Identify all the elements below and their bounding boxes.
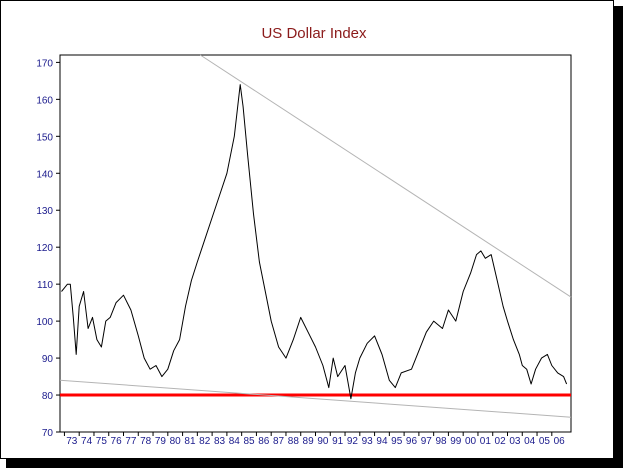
x-tick-label: 77 (125, 436, 137, 447)
x-tick-label: 74 (81, 436, 93, 447)
y-tick-label: 170 (36, 58, 53, 69)
x-tick-label: 94 (376, 436, 388, 447)
x-tick-label: 89 (303, 436, 315, 447)
x-tick-label: 01 (480, 436, 492, 447)
chart-title: US Dollar Index (261, 25, 367, 42)
x-tick-label: 88 (288, 436, 300, 447)
x-tick-label: 76 (111, 436, 123, 447)
x-tick-label: 00 (465, 436, 477, 447)
x-tick-label: 96 (406, 436, 418, 447)
trend-line (59, 379, 572, 418)
x-tick-label: 79 (155, 436, 167, 447)
x-tick-label: 78 (140, 436, 152, 447)
x-tick-label: 99 (450, 436, 462, 447)
y-tick-label: 80 (42, 391, 54, 402)
x-tick-label: 98 (435, 436, 447, 447)
y-tick-label: 70 (42, 428, 54, 439)
y-tick-label: 140 (36, 169, 53, 180)
x-tick-label: 02 (495, 436, 507, 447)
x-tick-label: 86 (258, 436, 270, 447)
x-tick-label: 04 (524, 436, 536, 447)
y-tick-label: 110 (37, 280, 53, 291)
frame-shadow (6, 459, 623, 468)
x-tick-label: 05 (539, 436, 551, 447)
x-tick-label: 84 (229, 436, 241, 447)
frame-shadow (614, 6, 623, 468)
x-tick-label: 03 (509, 436, 521, 447)
x-tick-label: 06 (554, 436, 566, 447)
x-tick-label: 95 (391, 436, 403, 447)
x-tick-label: 93 (362, 436, 374, 447)
x-tick-label: 87 (273, 436, 285, 447)
x-tick-label: 80 (170, 436, 182, 447)
y-tick-label: 90 (42, 354, 54, 365)
x-tick-label: 91 (332, 436, 344, 447)
y-tick-label: 160 (36, 95, 53, 106)
x-tick-label: 85 (243, 436, 255, 447)
x-tick-label: 75 (96, 436, 108, 447)
trend-line (200, 54, 572, 298)
y-tick-label: 120 (36, 243, 53, 254)
chart-frame (0, 0, 614, 459)
y-tick-label: 100 (36, 317, 53, 328)
x-tick-label: 97 (421, 436, 433, 447)
x-tick-label: 83 (214, 436, 226, 447)
x-tick-label: 90 (317, 436, 329, 447)
y-tick-label: 130 (36, 206, 53, 217)
plot-area (59, 54, 572, 433)
y-tick-label: 150 (36, 132, 53, 143)
x-tick-label: 82 (199, 436, 211, 447)
x-tick-label: 73 (66, 436, 78, 447)
dollar-index-line (61, 84, 568, 400)
x-tick-label: 92 (347, 436, 359, 447)
x-tick-label: 81 (184, 436, 196, 447)
